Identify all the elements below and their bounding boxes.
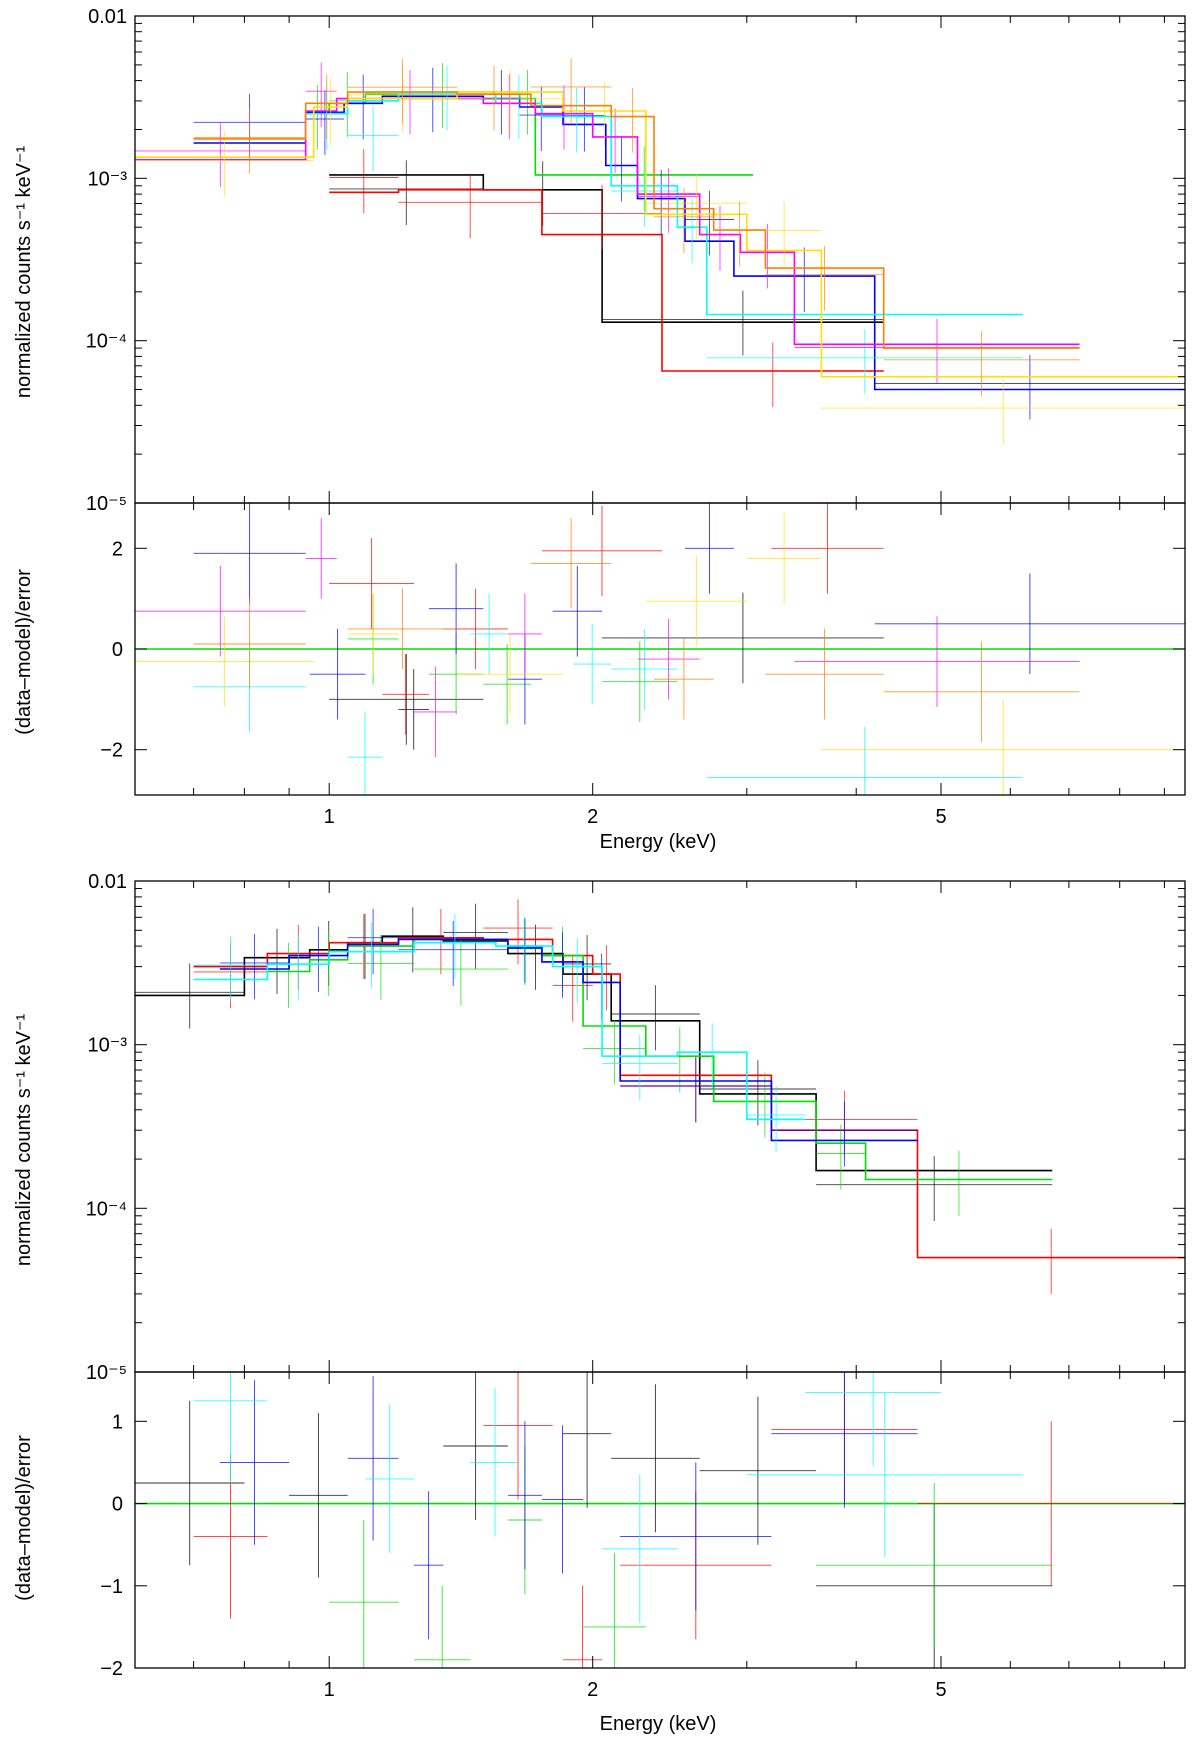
bottom-blue-model-step-line [219,938,918,1142]
top-x-tick-label: 5 [935,806,946,828]
top-blue-model-step-line [193,95,1185,391]
top-cyan-model-step-line [305,93,1023,316]
bottom-spectrum-y-tick-label: 0.01 [88,871,127,893]
top-spectrum-y-tick-label: 0.01 [88,6,127,28]
bottom-green-model-step-line [267,938,1053,1181]
top-x-tick-label: 2 [587,806,598,828]
bottom-figure-panel: normalized counts s⁻¹ keV⁻¹ (data–model)… [13,871,1186,1735]
bottom-residual-y-tick-label: −1 [100,1576,123,1598]
top-figure-panel: normalized counts s⁻¹ keV⁻¹ (data–model)… [13,6,1186,853]
bottom-spectrum-plot: normalized counts s⁻¹ keV⁻¹ [13,1014,35,1267]
bottom-x-tick-label: 2 [587,1679,598,1701]
top-black-model-step-line [329,174,884,323]
bottom-spectrum-y-tick-label: 10⁻³ [88,1035,128,1057]
bottom-spectrum-y-ticks [135,888,1185,1373]
top-x-axis-label: Energy (keV) [600,831,717,853]
top-x-ticks [134,16,1165,795]
bottom-x-ticks [134,881,1165,1668]
top-spectrum-y-axis-label: normalized counts s⁻¹ keV⁻¹ [13,146,35,399]
top-magenta-model-step-line [135,97,1080,346]
top-residual-plot: (data–model)/error [13,569,35,735]
top-spectrum-y-ticks [135,22,1185,504]
bottom-residual-frame [134,1371,1186,1669]
bottom-x-tick-label: 5 [935,1679,946,1701]
top-spectrum-y-tick-label: 10⁻⁴ [86,331,127,353]
bottom-spectrum-frame [134,880,1186,1373]
bottom-spectrum-y-tick-label: 10⁻⁵ [86,1362,127,1384]
bottom-residual-y-ticks [135,1420,1185,1669]
top-x-tick-label: 1 [324,806,335,828]
top-spectrum-y-tick-label: 10⁻⁵ [86,493,127,515]
top-spectrum-data [135,58,1185,445]
bottom-residual-y-tick-label: −2 [100,1658,123,1680]
bottom-spectrum-data [135,899,1185,1294]
top-residual-y-tick-label: −2 [100,740,123,762]
top-red-model-step-line [329,189,884,372]
top-residual-y-tick-label: 2 [112,538,123,560]
bottom-residual-data [135,1372,1185,1668]
bottom-x-axis-label: Energy (keV) [600,1713,717,1735]
top-residual-y-axis-label: (data–model)/error [13,569,35,735]
bottom-spectrum-y-axis-label: normalized counts s⁻¹ keV⁻¹ [13,1014,35,1267]
top-residual-y-tick-label: 0 [112,639,123,661]
bottom-residual-y-axis-label: (data–model)/error [13,1435,35,1601]
top-spectrum-frame [134,15,1186,504]
bottom-residual-y-tick-label: 0 [112,1494,123,1516]
top-spectrum-y-tick-label: 10⁻³ [88,168,128,190]
bottom-x-tick-label: 1 [324,1679,335,1701]
bottom-red-model-step-line [193,937,1185,1259]
top-orange-model-step-line [193,91,1080,349]
bottom-residual-y-tick-label: 1 [112,1411,123,1433]
top-residual-data [135,503,1185,795]
bottom-spectrum-y-tick-label: 10⁻⁴ [86,1198,127,1220]
top-spectrum-plot: normalized counts s⁻¹ keV⁻¹ [13,146,35,399]
top-residual-y-ticks [135,547,1185,751]
bottom-residual-plot: (data–model)/error [13,1435,35,1601]
